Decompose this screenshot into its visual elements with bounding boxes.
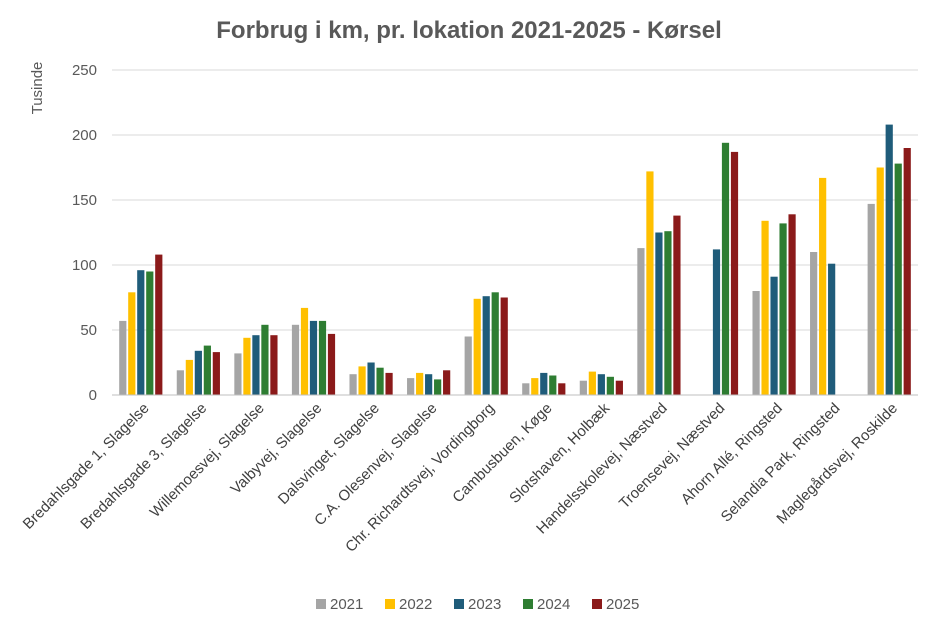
bar-2022-13: [876, 167, 884, 395]
bar-2022-7: [531, 378, 539, 395]
bar-2023-0: [137, 270, 145, 395]
bar-2025-7: [558, 383, 566, 395]
bar-2022-2: [243, 337, 251, 395]
bar-2022-6: [473, 298, 481, 395]
y-tick-label: 200: [72, 127, 97, 144]
bar-2024-9: [664, 231, 672, 395]
x-category-label: Slotshaven, Holbæk: [506, 399, 613, 506]
legend-label-2023: 2023: [468, 596, 501, 613]
bar-2024-5: [434, 379, 442, 395]
chart-title: Forbrug i km, pr. lokation 2021-2025 - K…: [216, 17, 722, 44]
bar-2021-4: [349, 374, 357, 395]
bar-2025-5: [443, 370, 451, 395]
bar-2022-0: [128, 292, 136, 395]
legend-label-2022: 2022: [399, 596, 432, 613]
bar-2021-3: [291, 324, 300, 395]
bar-2024-8: [606, 376, 614, 395]
bar-2023-7: [540, 372, 548, 395]
bar-2025-4: [385, 372, 393, 395]
bars: [119, 124, 911, 395]
bar-2024-1: [203, 345, 211, 395]
bar-2024-10: [721, 142, 730, 395]
bar-2021-11: [752, 291, 760, 395]
legend-label-2024: 2024: [537, 596, 570, 613]
bar-2022-1: [185, 359, 193, 395]
bar-2021-13: [867, 203, 875, 395]
bar-2023-9: [655, 232, 663, 395]
bar-2025-11: [788, 214, 796, 395]
bar-2022-4: [358, 366, 366, 395]
x-category-label: Maglegårdsvej, Roskilde: [773, 400, 901, 528]
bar-2025-8: [615, 380, 623, 395]
bar-2023-5: [425, 374, 433, 395]
legend-swatch-2024: [523, 599, 533, 609]
bar-2023-8: [597, 374, 605, 395]
bar-2021-5: [407, 378, 415, 395]
bar-2021-8: [579, 380, 587, 395]
y-tick-label: 150: [72, 192, 97, 209]
bar-2022-5: [416, 372, 424, 395]
bar-2022-9: [646, 171, 654, 395]
bar-2024-6: [491, 292, 499, 395]
bar-2024-4: [376, 367, 384, 395]
y-tick-label: 250: [72, 62, 97, 79]
bar-2023-1: [194, 350, 202, 395]
bar-2021-6: [464, 336, 472, 395]
bar-2023-12: [828, 263, 836, 395]
bar-2021-0: [119, 320, 127, 395]
bar-2024-2: [261, 324, 269, 395]
bar-2024-3: [318, 320, 327, 395]
legend: 2021 2022 2023 2024 2025: [316, 596, 639, 613]
bar-2022-3: [300, 307, 309, 395]
bar-2022-12: [819, 177, 827, 395]
bar-2021-1: [176, 370, 184, 395]
bar-2025-2: [270, 335, 278, 395]
bar-2022-8: [588, 371, 596, 395]
bar-2023-4: [367, 362, 375, 395]
bar-2025-9: [673, 215, 681, 395]
y-axis-ticks: 0 50 100 150 200 250: [72, 62, 97, 404]
y-tick-label: 100: [72, 257, 97, 274]
bar-2025-1: [212, 352, 220, 395]
y-tick-label: 50: [80, 322, 97, 339]
bar-2025-3: [327, 333, 336, 395]
bar-2021-9: [637, 248, 645, 395]
x-category-label: Willemoesvej, Slagelse: [147, 400, 268, 521]
y-axis-label: Tusinde: [29, 62, 46, 115]
x-category-label: Cambusbuen, Køge: [449, 400, 555, 506]
x-category-label: Selandia Park, Ringsted: [718, 400, 844, 526]
bar-2023-13: [885, 124, 893, 395]
bar-2025-0: [155, 254, 163, 395]
bar-2021-7: [522, 383, 530, 395]
gridlines: [112, 69, 918, 331]
bar-2023-2: [252, 335, 260, 395]
bar-2021-2: [234, 353, 242, 395]
y-tick-label: 0: [89, 387, 97, 404]
bar-2024-7: [549, 375, 557, 395]
bar-2024-11: [779, 223, 787, 395]
bar-2023-11: [770, 276, 778, 395]
legend-swatch-2023: [454, 599, 464, 609]
bar-2023-3: [309, 320, 318, 395]
bar-2024-0: [146, 271, 154, 395]
bar-2023-6: [482, 296, 490, 395]
bar-2024-13: [894, 163, 902, 395]
bar-2025-10: [730, 151, 739, 395]
bar-2023-10: [712, 249, 721, 395]
legend-label-2021: 2021: [330, 596, 363, 613]
bar-2022-11: [761, 220, 769, 395]
bar-2021-12: [810, 252, 818, 395]
x-category-label: Ahorn Allé, Ringsted: [678, 400, 786, 508]
legend-label-2025: 2025: [606, 596, 639, 613]
legend-swatch-2022: [385, 599, 395, 609]
legend-swatch-2025: [592, 599, 602, 609]
x-category-label: Dalsvinget, Slagelse: [275, 400, 383, 508]
bar-2025-13: [903, 148, 911, 395]
legend-swatch-2021: [316, 599, 326, 609]
bar-2025-6: [500, 297, 508, 395]
x-category-label: Troensevej, Næstved: [616, 400, 728, 512]
